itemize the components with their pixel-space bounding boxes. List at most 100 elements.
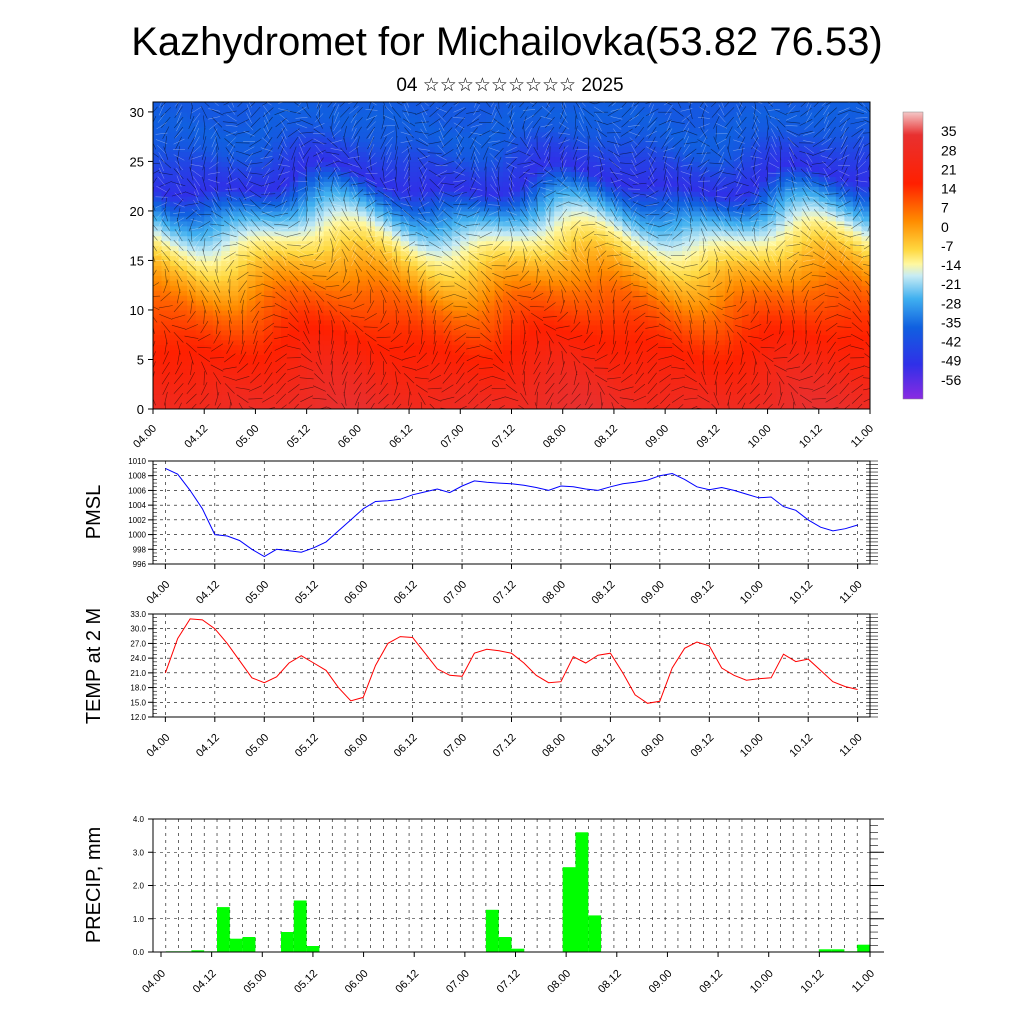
heatmap-cell: [520, 359, 530, 366]
heatmap-cell: [315, 369, 325, 375]
heatmap-cell: [417, 126, 427, 133]
heatmap-cell: [366, 116, 376, 123]
heatmap-cell: [417, 156, 427, 163]
heatmap-cell: [784, 290, 794, 296]
heatmap-cell: [750, 131, 760, 138]
heatmap-cell: [827, 225, 837, 232]
heatmap-cell: [383, 260, 393, 266]
heatmap-cell: [605, 201, 615, 207]
heatmap-cell: [588, 295, 598, 301]
heatmap-cell: [289, 384, 299, 390]
heatmap-cell: [417, 141, 427, 148]
heatmap-cell: [400, 141, 410, 148]
heatmap-cell: [707, 250, 717, 257]
heatmap-cell: [579, 191, 589, 197]
heatmap-cell: [579, 305, 589, 311]
heatmap-cell: [238, 146, 248, 153]
heatmap-cell: [656, 275, 666, 281]
heatmap-cell: [690, 102, 700, 108]
heatmap-cell: [246, 220, 257, 227]
heatmap-cell: [613, 210, 624, 217]
heatmap-cell: [477, 339, 487, 346]
heatmap-cell: [605, 344, 615, 351]
heatmap-cell: [195, 210, 205, 217]
heatmap-cell: [554, 166, 564, 172]
heatmap-cell: [699, 309, 709, 316]
heatmap-cell: [494, 280, 504, 286]
heatmap-cell: [451, 309, 461, 316]
heatmap-cell: [639, 181, 649, 187]
heatmap-cell: [750, 270, 760, 276]
heatmap-cell: [161, 349, 171, 356]
heatmap-cell: [434, 121, 444, 128]
heatmap-cell: [374, 176, 385, 182]
heatmap-cell: [631, 354, 641, 361]
heatmap-cell: [246, 295, 257, 301]
heatmap-cell: [255, 354, 265, 361]
heatmap-cell: [784, 191, 794, 197]
heatmap-cell: [767, 136, 777, 143]
heatmap-cell: [648, 250, 658, 257]
heatmap-cell: [315, 245, 325, 252]
heatmap-cell: [272, 106, 282, 113]
heatmap-cell: [212, 364, 222, 370]
heatmap-cell: [374, 349, 385, 356]
heatmap-cell: [289, 131, 299, 138]
heatmap-cell: [750, 379, 760, 385]
heatmap-cell: [409, 280, 419, 286]
heatmap-cell: [315, 275, 325, 281]
heatmap-cell: [281, 121, 291, 128]
heatmap-cell: [648, 215, 658, 222]
heatmap-cell: [357, 309, 367, 316]
heatmap-cell: [485, 399, 496, 405]
heatmap-cell: [537, 305, 547, 311]
heatmap-cell: [793, 369, 803, 375]
heatmap-cell: [170, 215, 180, 222]
heatmap-cell: [545, 131, 555, 138]
heatmap-cell: [374, 205, 385, 212]
heatmap-cell: [323, 354, 333, 361]
heatmap-cell: [357, 319, 367, 326]
heatmap-cell: [690, 270, 700, 276]
heatmap-cell: [562, 364, 572, 370]
heatmap-cell: [477, 191, 487, 197]
heatmap-cell: [426, 240, 436, 247]
heatmap-cell: [460, 354, 470, 361]
heatmap-cell: [579, 270, 589, 276]
heatmap-cell: [349, 230, 359, 237]
heatmap-cell: [810, 156, 820, 163]
heatmap-cell: [707, 186, 717, 192]
heatmap-cell: [605, 210, 615, 217]
heatmap-cell: [289, 374, 299, 380]
heatmap-cell: [332, 121, 342, 128]
heatmap-cell: [665, 171, 675, 177]
heatmap-cell: [588, 354, 598, 361]
heatmap-cell: [298, 374, 308, 380]
heatmap-cell: [562, 161, 572, 167]
heatmap-cell: [605, 102, 615, 108]
heatmap-cell: [161, 205, 171, 212]
heatmap-cell: [315, 220, 325, 227]
heatmap-cell: [537, 275, 547, 281]
heatmap-cell: [272, 404, 282, 409]
heatmap-cell: [818, 379, 828, 385]
heatmap-cell: [571, 220, 581, 227]
heatmap-cell: [665, 186, 675, 192]
heatmap-cell: [460, 131, 470, 138]
heatmap-cell: [349, 344, 359, 351]
heatmap-cell: [477, 171, 487, 177]
heatmap-cell: [477, 166, 487, 172]
heatmap-cell: [588, 309, 598, 316]
heatmap-cell: [238, 255, 248, 262]
heatmap-cell: [485, 305, 496, 311]
heatmap-cell: [485, 344, 496, 351]
heatmap-cell: [409, 156, 419, 163]
heatmap-cell: [699, 116, 709, 123]
heatmap-cell: [502, 394, 513, 400]
heatmap-cell: [537, 191, 547, 197]
heatmap-cell: [272, 215, 282, 222]
heatmap-cell: [793, 379, 803, 385]
heatmap-cell: [733, 151, 743, 158]
heatmap-cell: [212, 240, 222, 247]
heatmap-cell: [426, 215, 436, 222]
